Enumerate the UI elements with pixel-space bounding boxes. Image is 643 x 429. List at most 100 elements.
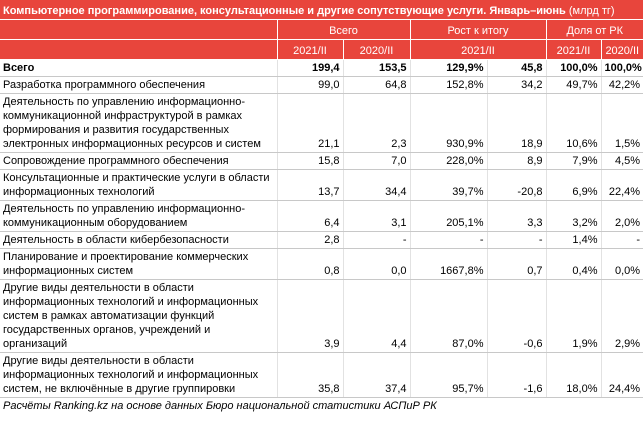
table-row: Разработка программного обеспечения 99,0 6…: [0, 76, 643, 94]
group-header: Всего: [276, 19, 410, 40]
title-cell: Компьютерное программирование, консульта…: [0, 0, 643, 20]
cell-value: 0,4%: [545, 248, 601, 280]
subheader: 2021/II: [409, 39, 546, 60]
cell-value: 1,4%: [545, 231, 601, 249]
cell-value: -: [342, 231, 410, 249]
cell-value: 2,0%: [600, 200, 643, 232]
cell-value: 24,4%: [600, 352, 643, 398]
row-label: Всего: [0, 59, 277, 77]
cell-value: 42,2%: [600, 76, 643, 94]
cell-value: 45,8: [486, 59, 546, 77]
table-row: Деятельность по управлению информационно…: [0, 93, 643, 153]
subheader: 2021/II: [276, 39, 343, 60]
cell-value: 3,2%: [545, 200, 601, 232]
row-label: Разработка программного обеспечения: [0, 76, 277, 94]
group-header: Доля от РК: [545, 19, 643, 40]
cell-value: 4,5%: [600, 152, 643, 170]
table-row: Деятельность по управлению информационно…: [0, 200, 643, 232]
cell-value: 87,0%: [409, 279, 487, 353]
table-row: Планирование и проектирование коммерческ…: [0, 248, 643, 280]
table-row: Консультационные и практические услуги в…: [0, 169, 643, 201]
table-body: Компьютерное программирование, консульта…: [0, 0, 643, 398]
source-note: Расчёты Ranking.kz на основе данных Бюро…: [3, 400, 437, 412]
cell-value: 6,4: [276, 200, 343, 232]
cell-value: 34,2: [486, 76, 546, 94]
cell-value: 7,9%: [545, 152, 601, 170]
cell-value: 13,7: [276, 169, 343, 201]
table-row: Сопровождение программного обеспечения 15…: [0, 152, 643, 170]
cell-value: 64,8: [342, 76, 410, 94]
cell-value: 199,4: [276, 59, 343, 77]
cell-value: 4,4: [342, 279, 410, 353]
cell-value: 8,9: [486, 152, 546, 170]
cell-value: 99,0: [276, 76, 343, 94]
cell-value: 21,1: [276, 93, 343, 153]
cell-value: -: [486, 231, 546, 249]
cell-value: 15,8: [276, 152, 343, 170]
cell-value: 35,8: [276, 352, 343, 398]
cell-value: 3,3: [486, 200, 546, 232]
unit: (млрд тг): [568, 5, 615, 17]
cell-value: 129,9%: [409, 59, 487, 77]
cell-value: 152,8%: [409, 76, 487, 94]
cell-value: 95,7%: [409, 352, 487, 398]
group-header-row: Всего Рост к итогу Доля от РК: [0, 19, 643, 40]
row-label: Другие виды деятельности в области инфор…: [0, 352, 277, 398]
cell-value: 100,0%: [600, 59, 643, 77]
group-header: Рост к итогу: [409, 19, 546, 40]
cell-value: 18,0%: [545, 352, 601, 398]
row-label: Деятельность по управлению информационно…: [0, 200, 277, 232]
cell-value: 34,4: [342, 169, 410, 201]
row-label: Деятельность в области кибербезопасности: [0, 231, 277, 249]
cell-value: 205,1%: [409, 200, 487, 232]
subheader-row: 2021/II 2020/II 2021/II 2021/II 2020/II: [0, 39, 643, 60]
title: Компьютерное программирование, консульта…: [3, 5, 566, 17]
table-row: Другие виды деятельности в области инфор…: [0, 279, 643, 353]
cell-value: -: [600, 231, 643, 249]
cell-value: 0,8: [276, 248, 343, 280]
cell-value: 18,9: [486, 93, 546, 153]
cell-value: 6,9%: [545, 169, 601, 201]
cell-value: 0,7: [486, 248, 546, 280]
cell-value: 7,0: [342, 152, 410, 170]
cell-value: 100,0%: [545, 59, 601, 77]
cell-value: -1,6: [486, 352, 546, 398]
row-label: Консультационные и практические услуги в…: [0, 169, 277, 201]
cell-value: 0,0: [342, 248, 410, 280]
cell-value: 22,4%: [600, 169, 643, 201]
row-label: Деятельность по управлению информационно…: [0, 93, 277, 153]
subheader: 2021/II: [545, 39, 601, 60]
title-row: Компьютерное программирование, консульта…: [0, 0, 643, 20]
empty-header-cell: [0, 19, 277, 40]
cell-value: 2,3: [342, 93, 410, 153]
cell-value: 3,9: [276, 279, 343, 353]
cell-value: 2,9%: [600, 279, 643, 353]
row-label: Другие виды деятельности в области инфор…: [0, 279, 277, 353]
cell-value: 228,0%: [409, 152, 487, 170]
cell-value: 3,1: [342, 200, 410, 232]
subheader: 2020/II: [600, 39, 643, 60]
cell-value: 1,5%: [600, 93, 643, 153]
table-row: Другие виды деятельности в области инфор…: [0, 352, 643, 398]
cell-value: -: [409, 231, 487, 249]
cell-value: 153,5: [342, 59, 410, 77]
row-label: Сопровождение программного обеспечения: [0, 152, 277, 170]
table-row: Деятельность в области кибербезопасности…: [0, 231, 643, 249]
empty-header-cell: [0, 39, 277, 60]
row-label: Планирование и проектирование коммерческ…: [0, 248, 277, 280]
cell-value: -20,8: [486, 169, 546, 201]
cell-value: 10,6%: [545, 93, 601, 153]
cell-value: 930,9%: [409, 93, 487, 153]
cell-value: -0,6: [486, 279, 546, 353]
cell-value: 2,8: [276, 231, 343, 249]
data-table: Компьютерное программирование, консульта…: [0, 0, 643, 398]
cell-value: 49,7%: [545, 76, 601, 94]
table-row: Всего 199,4 153,5 129,9% 45,8 100,0% 100,0%: [0, 59, 643, 77]
cell-value: 0,0%: [600, 248, 643, 280]
cell-value: 39,7%: [409, 169, 487, 201]
cell-value: 1,9%: [545, 279, 601, 353]
cell-value: 1667,8%: [409, 248, 487, 280]
cell-value: 37,4: [342, 352, 410, 398]
subheader: 2020/II: [342, 39, 410, 60]
